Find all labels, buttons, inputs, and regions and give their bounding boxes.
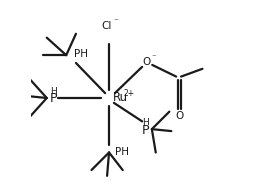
Text: Ru: Ru [113, 91, 128, 104]
Text: P: P [141, 124, 149, 137]
Text: 2+: 2+ [123, 89, 135, 98]
Text: O: O [175, 111, 183, 121]
Text: H: H [142, 118, 148, 127]
Text: P: P [50, 93, 57, 105]
Text: H: H [50, 87, 57, 96]
Text: PH: PH [74, 49, 88, 59]
Text: Cl: Cl [101, 21, 111, 31]
Text: ⁻: ⁻ [113, 17, 118, 26]
Text: PH: PH [115, 147, 129, 157]
Text: O: O [143, 57, 151, 67]
Text: ⁻: ⁻ [151, 54, 156, 63]
